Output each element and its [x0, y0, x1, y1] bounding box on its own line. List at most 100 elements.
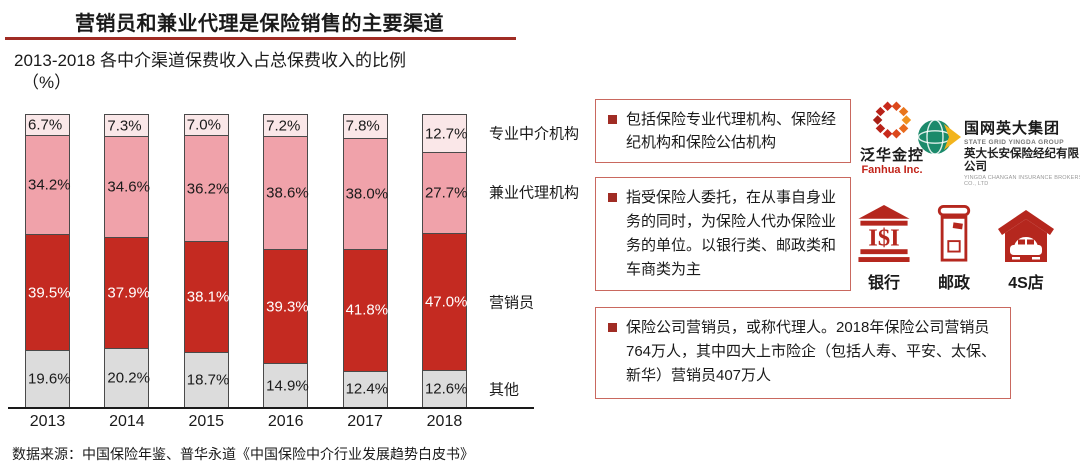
bar-segment: 7.8%	[343, 115, 387, 138]
bar-segment: 27.7%	[422, 152, 468, 233]
segment-value-label: 37.9%	[107, 284, 150, 302]
chart-subtitle: 2013-2018 各中介渠道保费收入占总保费收入的比例 （%）	[14, 50, 406, 94]
yingda-company-cn: 英大长安保险经纪有限公司	[964, 148, 1079, 173]
yingda-logo-text: 国网英大集团 STATE GRID YINGDA GROUP 英大长安保险经纪有…	[964, 120, 1080, 187]
svg-text:I$I: I$I	[868, 224, 899, 251]
page-title: 营销员和兼业代理是保险销售的主要渠道	[75, 13, 444, 35]
segment-value-label: 41.8%	[345, 301, 389, 319]
year-label: 2013	[29, 413, 66, 430]
stacked-bar-2014: 7.3% 34.6% 37.9% 20.2%	[104, 114, 150, 408]
segment-value-label: 7.0%	[186, 116, 221, 134]
stacked-bar-2013: 6.7% 34.2% 39.5% 19.6%	[25, 114, 71, 408]
bullet-square-icon	[608, 323, 617, 332]
channel-label: 邮政	[937, 275, 970, 292]
segment-value-label: 7.8%	[345, 117, 380, 135]
fanhua-name: 泛华金控	[859, 146, 924, 164]
bar-segment: 37.9%	[105, 237, 150, 348]
segment-value-label: 12.7%	[424, 125, 468, 143]
bar-segment: 47.0%	[422, 232, 468, 371]
note-text: 保险公司营销员，或称代理人。2018年保险公司营销员764万人，其中四大上市险企…	[626, 319, 997, 384]
bank-icon: I$I	[858, 205, 910, 262]
bar-segment: 41.8%	[343, 248, 389, 371]
bar-segment: 20.2%	[105, 348, 150, 407]
note-box-parttime: 指受保险人委托，在从事自身业务的同时，为保险人代办保险业务的单位。以银行类、邮政…	[595, 177, 851, 291]
title-underline	[5, 37, 516, 40]
yingda-group-en: STATE GRID YINGDA GROUP	[964, 138, 1064, 146]
bar-segment: 38.0%	[343, 137, 389, 249]
bar-segment: 12.4%	[343, 370, 389, 407]
x-axis-line	[8, 407, 534, 409]
year-label: 2018	[426, 413, 463, 430]
bar-segment: 14.9%	[264, 363, 309, 407]
bar-segment: 36.2%	[184, 135, 230, 242]
bar-segment: 34.6%	[105, 136, 150, 238]
stacked-bar-2016: 7.2% 38.6% 39.3% 14.9%	[263, 114, 309, 408]
bar-segment: 39.3%	[264, 248, 309, 364]
bar-segment: 12.7%	[422, 115, 468, 153]
bar-segment: 7.0%	[184, 115, 228, 136]
chart-unit-label: （%）	[22, 72, 72, 92]
x-axis-labels: 2013 2014 2015 2016 2017 2018	[25, 413, 467, 431]
stacked-bar-2018: 12.7% 27.7% 47.0% 12.6%	[421, 114, 468, 408]
bar-segment: 34.2%	[26, 134, 71, 235]
channel-label: 银行	[867, 275, 900, 292]
bullet-square-icon	[608, 115, 617, 124]
segment-value-label: 47.0%	[424, 293, 468, 311]
channel-post: 邮政	[937, 205, 971, 293]
segment-value-label: 18.7%	[186, 371, 230, 389]
fanhua-subname: Fanhua Inc.	[861, 164, 923, 177]
bar-segment: 38.1%	[184, 241, 230, 353]
note-text: 包括保险专业代理机构、保险经纪机构和保险公估机构	[626, 111, 837, 152]
segment-value-label: 12.4%	[345, 380, 389, 398]
series-label-专业中介机构: 专业中介机构	[489, 125, 580, 143]
channel-label: 4S店	[1008, 275, 1044, 292]
segment-value-label: 39.5%	[28, 284, 71, 302]
globe-icon	[917, 119, 961, 155]
segment-value-label: 7.3%	[107, 117, 142, 135]
channel-bank: I$I 银行	[858, 205, 910, 293]
segment-value-label: 38.1%	[186, 288, 230, 306]
segment-value-label: 20.2%	[107, 369, 150, 387]
chart-subtitle-text: 2013-2018 各中介渠道保费收入占总保费收入的比例	[14, 51, 407, 70]
postbox-icon	[937, 205, 971, 262]
year-label: 2014	[109, 413, 145, 430]
segment-value-label: 12.6%	[424, 380, 468, 398]
bar-segment: 39.5%	[26, 234, 71, 350]
segment-value-label: 14.9%	[266, 377, 309, 395]
channel-4s: 4S店	[998, 210, 1054, 293]
fanhua-logo: 泛华金控 Fanhua Inc.	[851, 97, 933, 176]
fanhua-logo-icon	[872, 101, 912, 139]
segment-value-label: 34.6%	[107, 178, 150, 196]
note-box-professional: 包括保险专业代理机构、保险经纪机构和保险公估机构	[595, 99, 851, 163]
garage-icon	[998, 210, 1054, 262]
stacked-bar-2015: 7.0% 36.2% 38.1% 18.7%	[183, 114, 230, 408]
note-text: 指受保险人委托，在从事自身业务的同时，为保险人代办保险业务的单位。以银行类、邮政…	[626, 189, 837, 278]
yingda-globe	[916, 116, 962, 163]
segment-value-label: 36.2%	[186, 180, 230, 198]
series-label-营销员: 营销员	[489, 294, 535, 312]
bar-segment: 19.6%	[26, 349, 71, 407]
yingda-group-cn: 国网英大集团	[964, 120, 1061, 137]
channel-icons: I$I 银行 邮政 4S店	[858, 205, 1054, 293]
segment-value-label: 34.2%	[28, 176, 71, 194]
series-label-兼业代理机构: 兼业代理机构	[489, 184, 580, 202]
data-source: 数据来源：中国保险年鉴、普华永道《中国保险中介行业发展趋势白皮书》	[12, 446, 474, 462]
stacked-bar-2017: 7.8% 38.0% 41.8% 12.4%	[342, 114, 389, 408]
year-label: 2017	[347, 413, 383, 430]
bar-segment: 38.6%	[264, 136, 309, 249]
segment-value-label: 6.7%	[28, 116, 63, 134]
year-label: 2015	[188, 413, 225, 430]
segment-value-label: 19.6%	[28, 370, 71, 388]
series-label-其他: 其他	[489, 381, 520, 399]
segment-value-label: 38.0%	[345, 185, 389, 203]
bar-segment: 18.7%	[184, 352, 230, 407]
segment-value-label: 38.6%	[266, 184, 309, 202]
bar-segment: 6.7%	[26, 115, 69, 135]
year-label: 2016	[267, 413, 304, 430]
stacked-bar-chart: 6.7% 34.2% 39.5% 19.6% 7.3% 34.6% 37.9% 20.2% 7.…	[25, 114, 468, 408]
bar-segment: 12.6%	[422, 370, 468, 407]
yingda-company-en: YINGDA CHANGAN INSURANCE BROKERS CO., LT…	[964, 174, 1080, 187]
note-box-agent: 保险公司营销员，或称代理人。2018年保险公司营销员764万人，其中四大上市险企…	[595, 307, 1011, 399]
bar-segment: 7.2%	[264, 115, 308, 137]
bar-segment: 7.3%	[105, 115, 149, 137]
